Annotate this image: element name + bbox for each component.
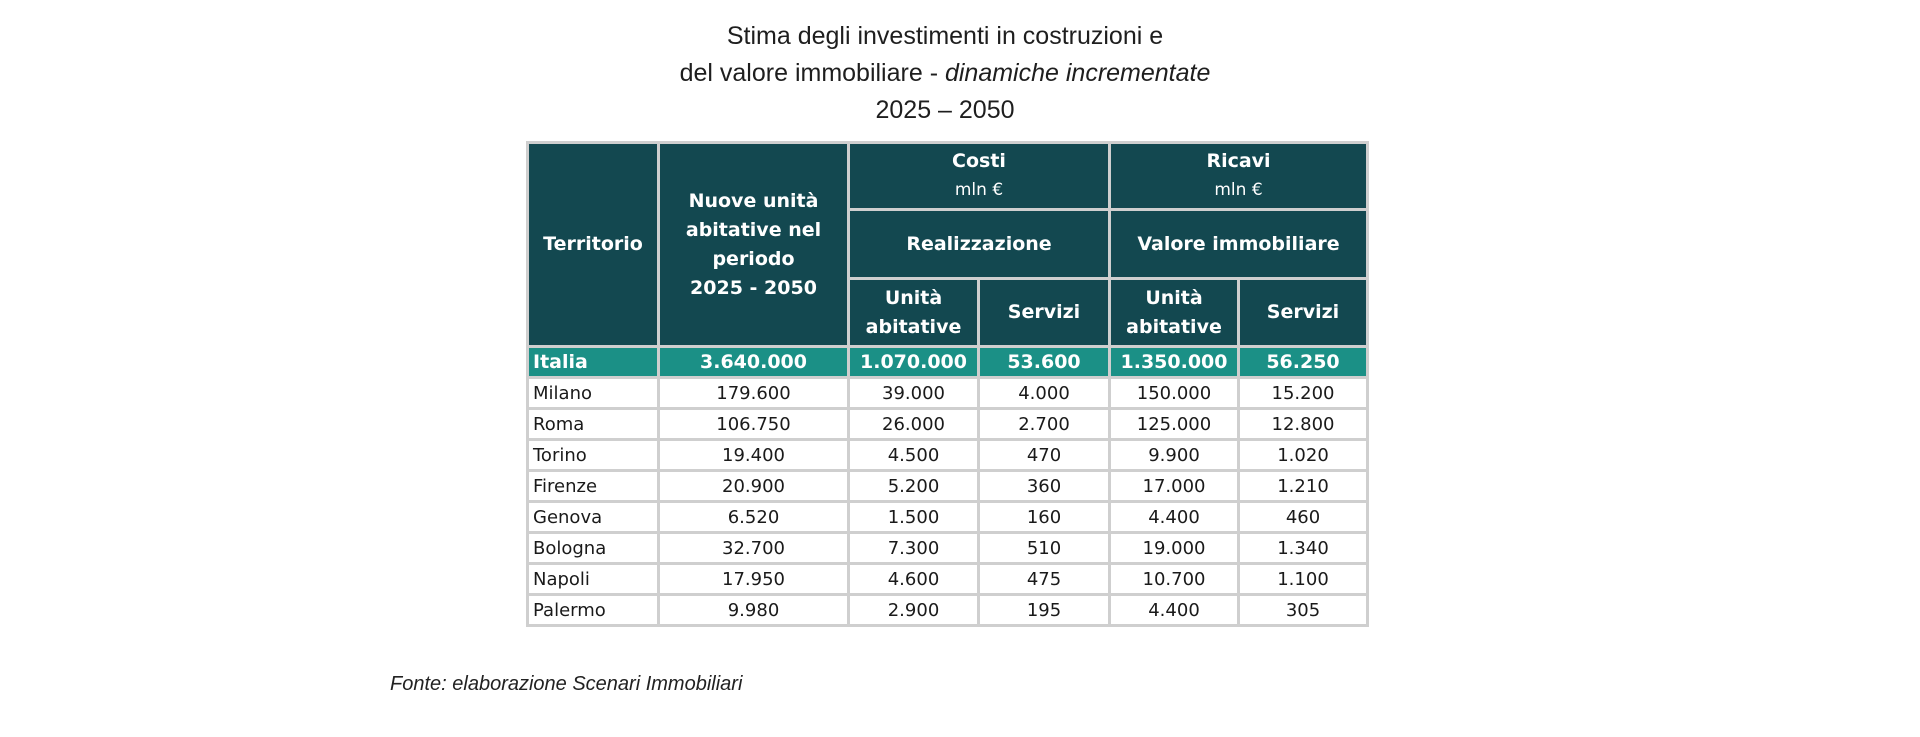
row-costi-servizi: 2.700 xyxy=(977,407,1111,441)
row-nuove-unita: 32.700 xyxy=(657,531,850,565)
title-line-2-plain: del valore immobiliare - xyxy=(679,59,945,87)
header-servizi-ricavi: Servizi xyxy=(1237,277,1369,348)
row-nuove-unita: 106.750 xyxy=(657,407,850,441)
row-costi-servizi: 195 xyxy=(977,593,1111,627)
total-ricavi-servizi: 56.250 xyxy=(1237,345,1369,379)
row-ricavi-servizi: 460 xyxy=(1237,500,1369,534)
header-nuove-unita-line-2: abitative nel xyxy=(685,218,822,241)
row-costi-servizi: 160 xyxy=(977,500,1111,534)
row-ricavi-unita: 4.400 xyxy=(1108,593,1240,627)
row-ricavi-unita: 9.900 xyxy=(1108,438,1240,472)
row-nuove-unita: 179.600 xyxy=(657,376,850,410)
header-costi: Costi mln € xyxy=(847,141,1111,211)
row-ricavi-unita: 150.000 xyxy=(1108,376,1240,410)
header-unita-abitative-ricavi: Unità abitative xyxy=(1108,277,1240,348)
header-unita-abitative-costi-line-1: Unità xyxy=(884,286,943,309)
row-name: Napoli xyxy=(526,562,660,596)
header-servizi-costi: Servizi xyxy=(977,277,1111,348)
row-nuove-unita: 20.900 xyxy=(657,469,850,503)
row-ricavi-servizi: 1.210 xyxy=(1237,469,1369,503)
title-line-3: 2025 – 2050 xyxy=(875,96,1015,124)
title-line-2-italic: dinamiche incrementate xyxy=(944,59,1211,87)
row-costi-servizi: 4.000 xyxy=(977,376,1111,410)
row-costi-unita: 2.900 xyxy=(847,593,980,627)
row-ricavi-servizi: 12.800 xyxy=(1237,407,1369,441)
table-title: Stima degli investimenti in costruzioni … xyxy=(0,18,1890,129)
row-ricavi-unita: 19.000 xyxy=(1108,531,1240,565)
source-note: Fonte: elaborazione Scenari Immobiliari xyxy=(390,673,743,695)
table-row: Milano 179.600 39.000 4.000 150.000 15.2… xyxy=(526,376,1369,410)
row-ricavi-servizi: 1.020 xyxy=(1237,438,1369,472)
row-name: Milano xyxy=(526,376,660,410)
header-unita-abitative-ricavi-line-2: abitative xyxy=(1126,315,1222,338)
investment-table: Territorio Nuove unità abitative nel per… xyxy=(526,141,1369,627)
row-name: Palermo xyxy=(526,593,660,627)
header-territorio: Territorio xyxy=(526,141,660,348)
row-costi-servizi: 510 xyxy=(977,531,1111,565)
table-row: Palermo 9.980 2.900 195 4.400 305 xyxy=(526,593,1369,627)
header-costi-label: Costi xyxy=(952,150,1006,172)
title-line-1: Stima degli investimenti in costruzioni … xyxy=(726,22,1164,50)
title-line-2: del valore immobiliare - dinamiche incre… xyxy=(0,55,1890,92)
total-nuove-unita: 3.640.000 xyxy=(657,345,850,379)
row-ricavi-unita: 4.400 xyxy=(1108,500,1240,534)
row-nuove-unita: 6.520 xyxy=(657,500,850,534)
row-ricavi-unita: 125.000 xyxy=(1108,407,1240,441)
row-costi-servizi: 475 xyxy=(977,562,1111,596)
row-costi-unita: 39.000 xyxy=(847,376,980,410)
table-row: Roma 106.750 26.000 2.700 125.000 12.800 xyxy=(526,407,1369,441)
row-costi-servizi: 360 xyxy=(977,469,1111,503)
header-costi-unit: mln € xyxy=(954,180,1004,200)
row-ricavi-unita: 17.000 xyxy=(1108,469,1240,503)
row-name: Bologna xyxy=(526,531,660,565)
row-ricavi-unita: 10.700 xyxy=(1108,562,1240,596)
table-row: Bologna 32.700 7.300 510 19.000 1.340 xyxy=(526,531,1369,565)
total-costi-servizi: 53.600 xyxy=(977,345,1111,379)
row-name: Roma xyxy=(526,407,660,441)
total-name: Italia xyxy=(526,345,660,379)
header-valore-immobiliare: Valore immobiliare xyxy=(1108,208,1369,280)
header-ricavi-unit: mln € xyxy=(1214,180,1263,200)
row-ricavi-servizi: 1.340 xyxy=(1237,531,1369,565)
table-row: Firenze 20.900 5.200 360 17.000 1.210 xyxy=(526,469,1369,503)
row-costi-servizi: 470 xyxy=(977,438,1111,472)
table-row-italia: Italia 3.640.000 1.070.000 53.600 1.350.… xyxy=(526,345,1369,379)
header-unita-abitative-costi: Unità abitative xyxy=(847,277,980,348)
table-row: Genova 6.520 1.500 160 4.400 460 xyxy=(526,500,1369,534)
row-costi-unita: 7.300 xyxy=(847,531,980,565)
row-name: Torino xyxy=(526,438,660,472)
table-row: Napoli 17.950 4.600 475 10.700 1.100 xyxy=(526,562,1369,596)
header-nuove-unita-line-3: periodo xyxy=(712,247,795,270)
row-nuove-unita: 19.400 xyxy=(657,438,850,472)
table-row: Torino 19.400 4.500 470 9.900 1.020 xyxy=(526,438,1369,472)
row-name: Genova xyxy=(526,500,660,534)
header-nuove-unita: Nuove unità abitative nel periodo 2025 -… xyxy=(657,141,850,348)
row-costi-unita: 26.000 xyxy=(847,407,980,441)
row-ricavi-servizi: 15.200 xyxy=(1237,376,1369,410)
row-ricavi-servizi: 1.100 xyxy=(1237,562,1369,596)
row-nuove-unita: 9.980 xyxy=(657,593,850,627)
row-costi-unita: 1.500 xyxy=(847,500,980,534)
row-ricavi-servizi: 305 xyxy=(1237,593,1369,627)
header-ricavi-label: Ricavi xyxy=(1206,150,1271,172)
row-costi-unita: 5.200 xyxy=(847,469,980,503)
header-unita-abitative-costi-line-2: abitative xyxy=(865,315,962,338)
row-costi-unita: 4.500 xyxy=(847,438,980,472)
header-nuove-unita-line-4: 2025 - 2050 xyxy=(690,276,817,299)
row-nuove-unita: 17.950 xyxy=(657,562,850,596)
header-nuove-unita-line-1: Nuove unità xyxy=(688,189,819,212)
header-ricavi: Ricavi mln € xyxy=(1108,141,1369,211)
row-costi-unita: 4.600 xyxy=(847,562,980,596)
header-realizzazione: Realizzazione xyxy=(847,208,1111,280)
header-unita-abitative-ricavi-line-1: Unità xyxy=(1145,286,1203,309)
row-name: Firenze xyxy=(526,469,660,503)
total-ricavi-unita: 1.350.000 xyxy=(1108,345,1240,379)
total-costi-unita: 1.070.000 xyxy=(847,345,980,379)
